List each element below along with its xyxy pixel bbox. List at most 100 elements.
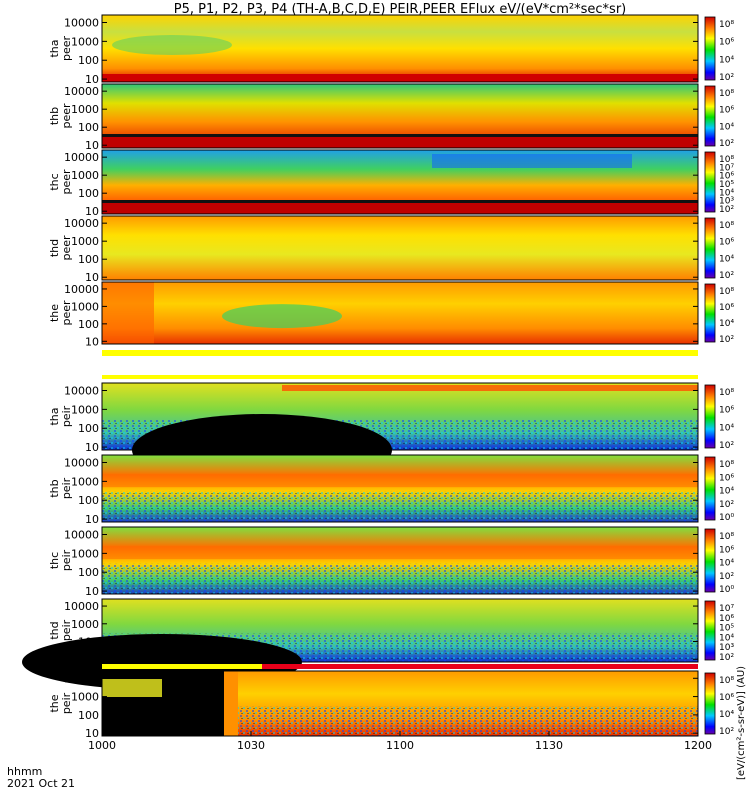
- spectrogram-image: [102, 216, 698, 280]
- colorbar-tick-label: 10⁸: [719, 20, 734, 30]
- date-label: 2021 Oct 21: [7, 777, 75, 790]
- y-tick-label: 1000: [71, 169, 99, 182]
- panel-label-probe: thc: [48, 173, 61, 190]
- colorbar-tick-label: 10³: [719, 197, 734, 207]
- panel-frame: [101, 281, 699, 345]
- y-tick-label: 10000: [64, 600, 99, 613]
- colorbar-tick-label: 10⁷: [719, 604, 734, 614]
- y-tick-label: 10000: [64, 529, 99, 542]
- y-tick-label: 10: [85, 441, 99, 454]
- colorbar-tick-label: 10²: [719, 271, 734, 281]
- x-tick-label: 1100: [386, 739, 414, 752]
- y-tick-label: 100: [78, 253, 99, 266]
- panel-label-probe: tha: [48, 39, 61, 57]
- panel-label-probe: thd: [48, 239, 61, 257]
- y-tick-label: 10: [85, 139, 99, 152]
- y-tick-label: 1000: [71, 547, 99, 560]
- colorbar: [704, 85, 716, 147]
- colorbar-tick-label: 10⁶: [719, 473, 734, 483]
- colorbar-tick-label: 10²: [719, 500, 734, 510]
- colorbar-tick-label: 10²: [719, 73, 734, 83]
- colorbar-tick-label: 10⁴: [719, 633, 734, 643]
- y-tick-label: 10: [85, 205, 99, 218]
- colorbar-tick-label: 10⁸: [719, 676, 734, 686]
- colorbar: [704, 528, 716, 593]
- colorbar-tick-label: 10⁸: [719, 532, 734, 542]
- colorbar: [704, 600, 716, 661]
- panel-label-probe: thb: [48, 107, 61, 125]
- colorbar-tick-label: 10⁶: [719, 614, 734, 624]
- panel-label-probe: thb: [48, 479, 61, 497]
- colorbar-tick-label: 10⁴: [719, 423, 734, 433]
- y-tick-label: 10000: [64, 385, 99, 398]
- colorbar-tick-label: 10⁴: [719, 319, 734, 329]
- colorbar-tick-label: 10⁶: [719, 38, 734, 48]
- y-tick-label: 10000: [64, 457, 99, 470]
- colorbar: [704, 283, 716, 343]
- y-tick-label: 10000: [64, 85, 99, 98]
- colorbar-tick-label: 10⁵: [719, 624, 734, 634]
- panel-frame: [101, 526, 699, 595]
- y-tick-label: 100: [78, 121, 99, 134]
- colorbar: [704, 384, 716, 449]
- colorbar: [704, 456, 716, 521]
- status-bar: [102, 350, 698, 356]
- panel-frame: [101, 149, 699, 215]
- panel-frame: [101, 215, 699, 281]
- x-tick-label: 1000: [88, 739, 116, 752]
- y-tick-label: 10000: [64, 672, 99, 685]
- panel-label-species: peir: [60, 619, 73, 641]
- colorbar-tick-label: 10²: [719, 653, 734, 663]
- y-tick-label: 1000: [71, 691, 99, 704]
- panel-label-species: peir: [60, 405, 73, 427]
- y-tick-label: 10000: [64, 17, 99, 30]
- y-tick-label: 10: [85, 727, 99, 740]
- y-tick-label: 10000: [64, 151, 99, 164]
- panel-frame: [101, 454, 699, 523]
- colorbar-tick-label: 10⁶: [719, 106, 734, 116]
- y-tick-label: 10: [85, 653, 99, 666]
- colorbar: [704, 217, 716, 279]
- colorbar-tick-label: 10²: [719, 205, 734, 215]
- colorbar-tick-label: 10²: [719, 727, 734, 737]
- y-tick-label: 10: [85, 73, 99, 86]
- panel-label-species: peir: [60, 692, 73, 714]
- y-tick-label: 10000: [64, 283, 99, 296]
- panel-label-species: peir: [60, 549, 73, 571]
- panel-label-probe: tha: [48, 407, 61, 425]
- colorbar-tick-label: 10⁴: [719, 122, 734, 132]
- colorbar-tick-label: 10⁰: [719, 513, 734, 523]
- colorbar-tick-label: 10⁸: [719, 155, 734, 165]
- y-tick-label: 100: [78, 566, 99, 579]
- colorbar-label: [eV/(cm²-s-sr-eV)] (AU): [736, 666, 747, 780]
- colorbar-tick-label: 10⁵: [719, 180, 734, 190]
- colorbar-tick-label: 10⁶: [719, 406, 734, 416]
- spectrogram-image: [102, 282, 698, 344]
- panel-label-species: peer: [60, 235, 73, 261]
- colorbar-tick-label: 10³: [719, 643, 734, 653]
- y-tick-label: 1000: [71, 618, 99, 631]
- y-tick-label: 100: [78, 318, 99, 331]
- panel-label-species: peir: [60, 477, 73, 499]
- figure-title: P5, P1, P2, P3, P4 (TH-A,B,C,D,E) PEIR,P…: [174, 2, 627, 17]
- panel-label-probe: thd: [48, 621, 61, 639]
- colorbar-tick-label: 10⁸: [719, 388, 734, 398]
- y-tick-label: 100: [78, 709, 99, 722]
- colorbar-tick-label: 10⁸: [719, 287, 734, 297]
- x-tick-label: 1200: [684, 739, 712, 752]
- colorbar-tick-label: 10²: [719, 335, 734, 345]
- colorbar-tick-label: 10²: [719, 441, 734, 451]
- y-tick-label: 10: [85, 585, 99, 598]
- colorbar-tick-label: 10⁴: [719, 55, 734, 65]
- colorbar: [704, 672, 716, 735]
- colorbar-tick-label: 10⁸: [719, 460, 734, 470]
- colorbar-tick-label: 10⁴: [719, 188, 734, 198]
- panel-label-species: peer: [60, 300, 73, 326]
- status-bar-flag: [262, 664, 698, 669]
